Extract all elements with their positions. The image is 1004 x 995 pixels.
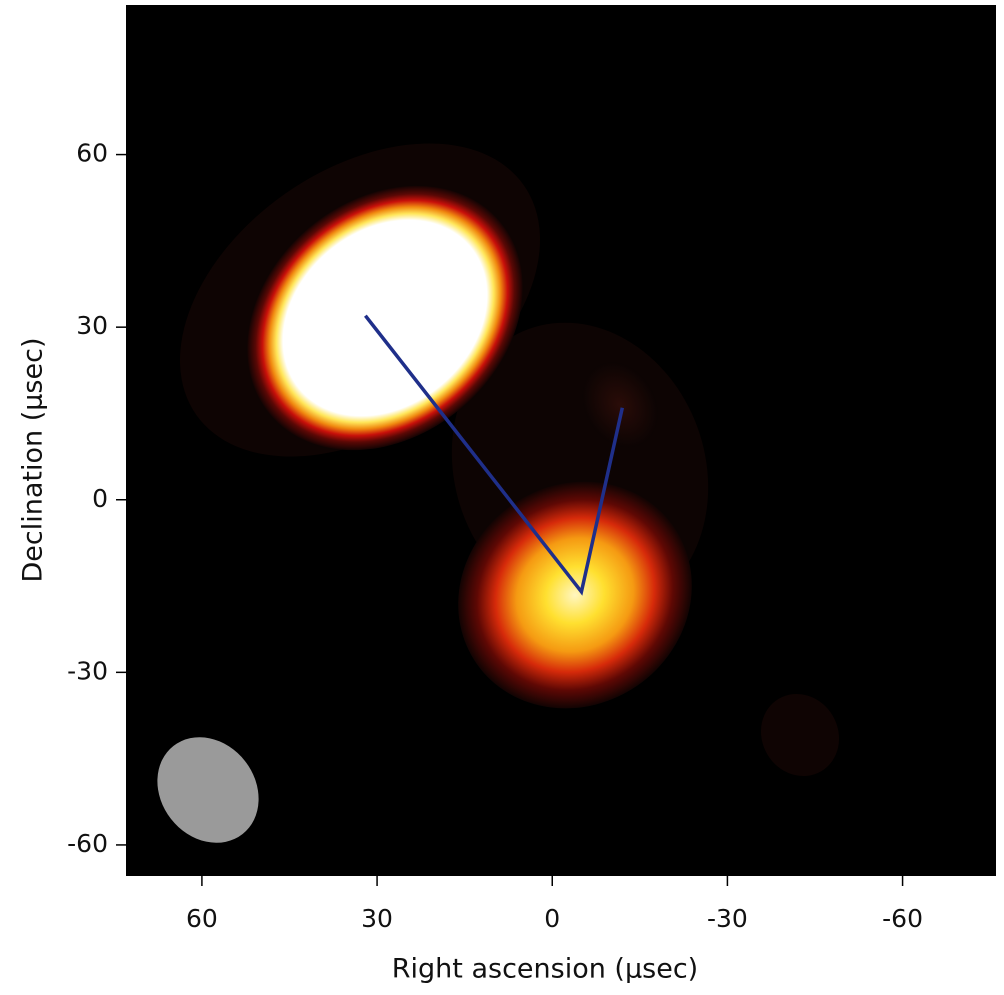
- y-tick-label: 0: [92, 484, 108, 513]
- model-line: [364, 314, 625, 596]
- faint-blob: [582, 362, 658, 448]
- x-tick-label: 60: [186, 904, 218, 933]
- bright-blob: [247, 185, 523, 451]
- y-tick-label: -60: [67, 829, 108, 858]
- x-tick-label: -30: [707, 904, 748, 933]
- y-axis-label: Declination (µsec): [18, 338, 49, 583]
- x-tick-label: -60: [882, 904, 923, 933]
- plot-area: [126, 5, 996, 876]
- y-tick-label: 60: [76, 139, 108, 168]
- x-tick-label: 30: [361, 904, 393, 933]
- x-tick-label: 0: [544, 904, 560, 933]
- beam: [157, 737, 259, 843]
- y-tick-label: 30: [76, 311, 108, 340]
- x-axis-label: Right ascension (µsec): [392, 954, 698, 985]
- bright-blob: [458, 481, 692, 709]
- faint-blob: [760, 693, 840, 777]
- y-tick-label: -30: [67, 656, 108, 685]
